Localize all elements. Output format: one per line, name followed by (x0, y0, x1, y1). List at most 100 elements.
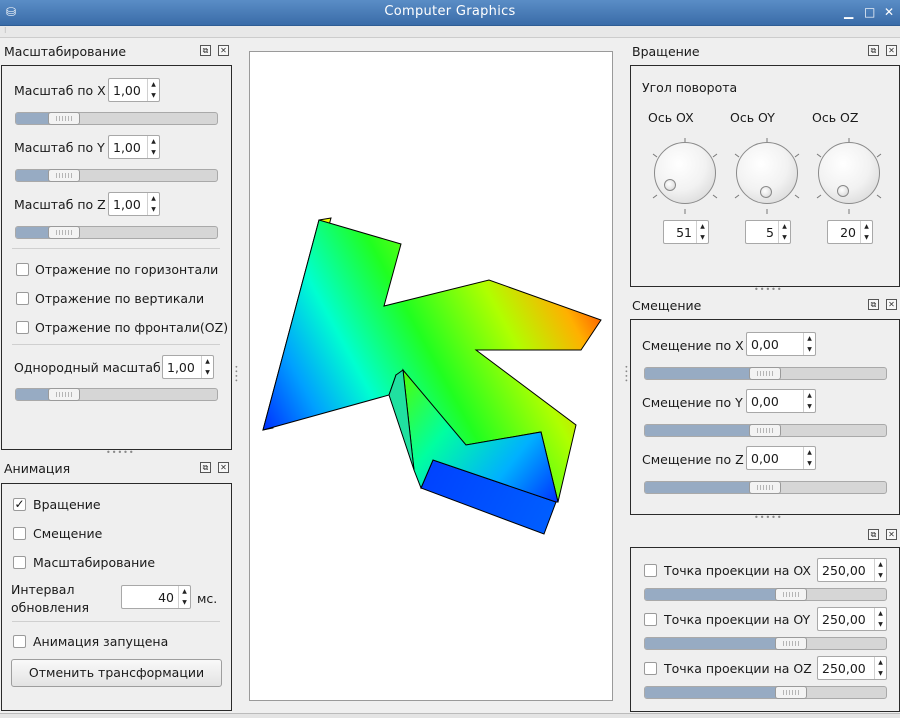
projection-oz-slider[interactable] (644, 686, 887, 699)
rotation-oy-dial[interactable] (736, 142, 798, 204)
translation-y-slider[interactable] (644, 424, 887, 437)
projection-ox-spinbox[interactable]: 250,00 ▲ ▼ (817, 558, 887, 582)
translation-x-label: Смещение по X (642, 338, 744, 353)
scale-z-spinbox[interactable]: 1,00 ▲ ▼ (108, 192, 160, 216)
close-icon[interactable]: ✕ (886, 299, 897, 310)
slider-handle[interactable] (48, 226, 80, 239)
spin-arrows-icon[interactable]: ▲ ▼ (201, 356, 213, 378)
slider-handle[interactable] (775, 686, 807, 699)
slider-handle[interactable] (775, 588, 807, 601)
mirror-h-checkbox[interactable] (16, 263, 29, 276)
spin-arrows-icon[interactable]: ▲ ▼ (696, 221, 708, 243)
rotation-oz-dial[interactable] (818, 142, 880, 204)
uniform-scale-slider[interactable] (15, 388, 218, 401)
translation-x-slider[interactable] (644, 367, 887, 380)
grip-icon[interactable]: ⁝ (4, 26, 7, 35)
scale-y-spinbox[interactable]: 1,00 ▲ ▼ (108, 135, 160, 159)
projection-oz-checkbox[interactable] (644, 662, 657, 675)
close-icon[interactable]: ✕ (884, 5, 895, 19)
window-menu-icon[interactable]: ⛁ (6, 5, 17, 19)
slider-handle[interactable] (48, 112, 80, 125)
dock-splitter[interactable]: ••••• (754, 285, 783, 294)
translation-anim-checkbox[interactable] (13, 527, 26, 540)
reset-transformations-button[interactable]: Отменить трансформации (11, 659, 222, 687)
translation-z-value: 0,00 (751, 451, 779, 466)
scale-y-label: Масштаб по Y (14, 140, 105, 155)
float-icon[interactable]: ⧉ (200, 45, 211, 56)
render-canvas[interactable] (249, 51, 613, 701)
spin-arrows-icon[interactable]: ▲ ▼ (860, 221, 872, 243)
interval-value: 40 (158, 590, 174, 605)
float-icon[interactable]: ⧉ (868, 45, 879, 56)
dial-knob[interactable] (837, 185, 849, 197)
minimize-icon[interactable]: ▁ (844, 5, 854, 19)
spin-arrows-icon[interactable]: ▲ ▼ (874, 608, 886, 630)
float-icon[interactable]: ⧉ (868, 529, 879, 540)
projection-ox-checkbox[interactable] (644, 564, 657, 577)
projection-oy-checkbox[interactable] (644, 613, 657, 626)
scale-x-slider[interactable] (15, 112, 218, 125)
dial-knob[interactable] (664, 179, 676, 191)
slider-handle[interactable] (749, 367, 781, 380)
scale-x-spinbox[interactable]: 1,00 ▲ ▼ (108, 78, 160, 102)
spin-arrows-icon[interactable]: ▲ ▼ (147, 79, 159, 101)
spin-arrows-icon[interactable]: ▲ ▼ (874, 559, 886, 581)
spin-arrows-icon[interactable]: ▲ ▼ (874, 657, 886, 679)
maximize-icon[interactable]: □ (864, 5, 876, 19)
dial-knob[interactable] (760, 186, 772, 198)
projection-ox-slider[interactable] (644, 588, 887, 601)
scale-y-value: 1,00 (113, 140, 141, 155)
mirror-v-label: Отражение по вертикали (35, 291, 205, 306)
anim-running-checkbox[interactable] (13, 635, 26, 648)
rotation-oy-spinbox[interactable]: 5 ▲ ▼ (745, 220, 791, 244)
spin-arrows-icon[interactable]: ▲ ▼ (803, 390, 815, 412)
mirror-f-checkbox[interactable] (16, 321, 29, 334)
translation-x-spinbox[interactable]: 0,00 ▲ ▼ (746, 332, 816, 356)
spin-arrows-icon[interactable]: ▲ ▼ (778, 221, 790, 243)
close-icon[interactable]: ✕ (886, 529, 897, 540)
slider-handle[interactable] (775, 637, 807, 650)
slider-handle[interactable] (749, 481, 781, 494)
rotation-anim-checkbox[interactable]: ✓ (13, 497, 26, 511)
translation-z-label: Смещение по Z (642, 452, 744, 467)
scale-z-slider[interactable] (15, 226, 218, 239)
rotation-oz-spinbox[interactable]: 20 ▲ ▼ (827, 220, 873, 244)
animation-dock-title: Анимация (4, 461, 71, 476)
projection-ox-label: Точка проекции на OX (664, 563, 811, 578)
scale-dock-title: Масштабирование (4, 44, 127, 59)
dock-splitter[interactable]: ••••• (754, 513, 783, 522)
rotation-ox-dial[interactable] (654, 142, 716, 204)
spin-arrows-icon[interactable]: ▲ ▼ (147, 193, 159, 215)
slider-handle[interactable] (48, 169, 80, 182)
interval-spinbox[interactable]: 40 ▲ ▼ (121, 585, 191, 609)
divider (12, 248, 220, 249)
axis-ox-label: Ось OX (648, 110, 694, 125)
projection-oy-spinbox[interactable]: 250,00 ▲ ▼ (817, 607, 887, 631)
projection-oz-spinbox[interactable]: 250,00 ▲ ▼ (817, 656, 887, 680)
float-icon[interactable]: ⧉ (868, 299, 879, 310)
spin-arrows-icon[interactable]: ▲ ▼ (178, 586, 190, 608)
translation-z-spinbox[interactable]: 0,00 ▲ ▼ (746, 446, 816, 470)
close-icon[interactable]: ✕ (218, 462, 229, 473)
scaling-anim-checkbox[interactable] (13, 556, 26, 569)
slider-handle[interactable] (749, 424, 781, 437)
spin-arrows-icon[interactable]: ▲ ▼ (147, 136, 159, 158)
scale-y-slider[interactable] (15, 169, 218, 182)
close-icon[interactable]: ✕ (218, 45, 229, 56)
spin-arrows-icon[interactable]: ▲ ▼ (803, 447, 815, 469)
float-icon[interactable]: ⧉ (200, 462, 211, 473)
splitter-handle[interactable]: •••• (232, 365, 239, 384)
rotation-ox-spinbox[interactable]: 51 ▲ ▼ (663, 220, 709, 244)
slider-handle[interactable] (48, 388, 80, 401)
translation-z-slider[interactable] (644, 481, 887, 494)
uniform-scale-spinbox[interactable]: 1,00 ▲ ▼ (162, 355, 214, 379)
dial-ticks (734, 138, 800, 214)
mirror-v-checkbox[interactable] (16, 292, 29, 305)
spin-arrows-icon[interactable]: ▲ ▼ (803, 333, 815, 355)
dock-splitter[interactable]: ••••• (106, 448, 135, 457)
translation-y-spinbox[interactable]: 0,00 ▲ ▼ (746, 389, 816, 413)
translation-dock-header: Смещение ⧉ ✕ (632, 297, 898, 315)
projection-oy-slider[interactable] (644, 637, 887, 650)
close-icon[interactable]: ✕ (886, 45, 897, 56)
splitter-handle[interactable]: •••• (622, 365, 629, 384)
